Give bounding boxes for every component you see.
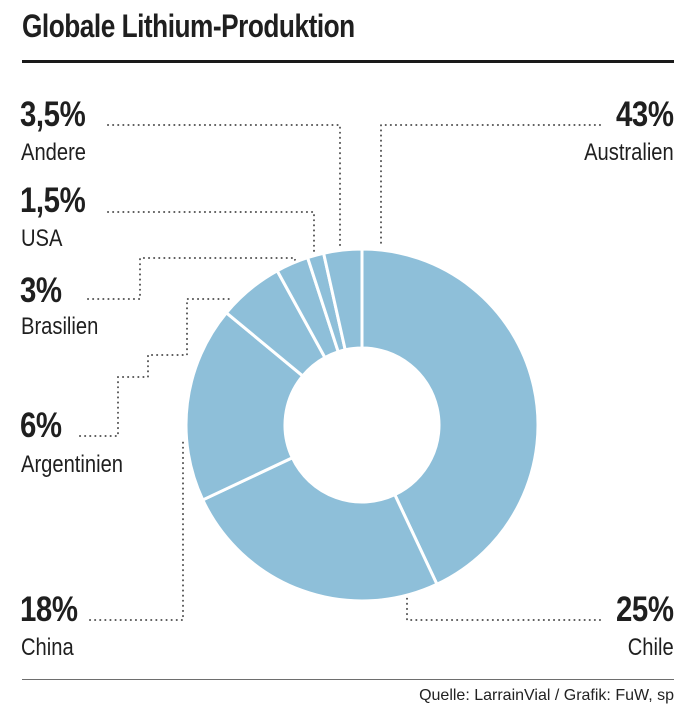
leader-china	[89, 439, 184, 621]
leader-andere	[107, 124, 341, 248]
leader-lines	[79, 124, 601, 621]
slice-chile	[201, 456, 439, 603]
value-label-andere: 3,5%	[20, 95, 86, 134]
bottom-rule	[22, 679, 674, 680]
title-underline	[22, 60, 674, 63]
category-label-australien: Australien	[584, 139, 674, 166]
leader-usa	[107, 211, 315, 254]
chart-title: Globale Lithium-Produktion	[22, 8, 355, 44]
value-label-argentinien: 6%	[20, 406, 62, 445]
category-label-usa: USA	[21, 225, 63, 252]
value-label-usa: 1,5%	[20, 181, 86, 220]
category-label-andere: Andere	[21, 139, 87, 166]
source-note: Quelle: LarrainVial / Grafik: FuW, sp	[419, 687, 674, 704]
leader-chile	[406, 596, 601, 621]
category-label-brasilien: Brasilien	[21, 313, 99, 340]
value-label-chile: 25%	[616, 590, 674, 629]
donut-slices	[184, 247, 540, 603]
category-label-argentinien: Argentinien	[21, 451, 123, 478]
slice-australien	[360, 247, 540, 586]
category-label-china: China	[21, 634, 74, 661]
value-label-australien: 43%	[616, 95, 674, 134]
value-label-brasilien: 3%	[20, 271, 62, 310]
slice-andere	[322, 247, 364, 352]
slice-china	[184, 311, 305, 502]
leader-argentinien	[79, 298, 233, 437]
value-label-china: 18%	[20, 590, 78, 629]
leader-australien	[380, 124, 601, 246]
category-label-chile: Chile	[628, 634, 674, 661]
